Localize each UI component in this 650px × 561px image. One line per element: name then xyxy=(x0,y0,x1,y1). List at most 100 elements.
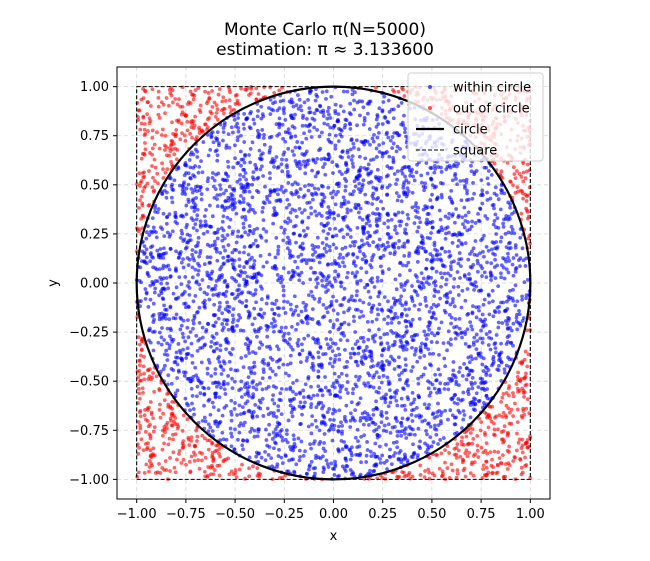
point-within-circle xyxy=(364,221,369,226)
point-within-circle xyxy=(397,429,402,434)
point-within-circle xyxy=(191,407,196,411)
point-within-circle xyxy=(227,225,232,229)
point-within-circle xyxy=(291,381,295,385)
point-out-of-circle xyxy=(231,472,236,477)
point-within-circle xyxy=(393,250,397,254)
point-within-circle xyxy=(284,387,289,392)
point-within-circle xyxy=(339,201,344,206)
point-within-circle xyxy=(287,202,292,207)
point-within-circle xyxy=(440,275,445,280)
point-within-circle xyxy=(334,233,339,238)
point-within-circle xyxy=(264,239,269,243)
point-within-circle xyxy=(329,303,333,308)
point-within-circle xyxy=(457,316,462,321)
point-within-circle xyxy=(190,190,195,195)
point-within-circle xyxy=(353,382,358,387)
point-out-of-circle xyxy=(277,476,282,480)
point-out-of-circle xyxy=(197,131,202,135)
point-out-of-circle xyxy=(203,455,208,460)
point-within-circle xyxy=(348,355,353,360)
point-within-circle xyxy=(376,243,380,248)
point-within-circle xyxy=(501,256,505,260)
point-within-circle xyxy=(286,331,291,336)
point-within-circle xyxy=(361,415,366,420)
point-within-circle xyxy=(358,416,363,420)
point-within-circle xyxy=(361,231,366,236)
point-within-circle xyxy=(238,173,243,177)
point-within-circle xyxy=(207,297,212,302)
point-within-circle xyxy=(213,419,217,424)
point-within-circle xyxy=(197,305,202,310)
point-within-circle xyxy=(290,347,295,352)
point-within-circle xyxy=(290,192,295,197)
point-out-of-circle xyxy=(469,462,474,467)
point-within-circle xyxy=(434,432,439,437)
point-within-circle xyxy=(307,200,312,205)
point-within-circle xyxy=(209,344,213,349)
point-within-circle xyxy=(336,346,341,351)
point-within-circle xyxy=(298,454,302,459)
point-out-of-circle xyxy=(151,446,156,451)
point-within-circle xyxy=(374,389,379,394)
point-within-circle xyxy=(241,200,246,204)
point-within-circle xyxy=(337,181,341,186)
point-within-circle xyxy=(386,213,391,218)
point-out-of-circle xyxy=(514,382,519,386)
point-within-circle xyxy=(276,248,281,253)
point-within-circle xyxy=(313,466,318,470)
point-within-circle xyxy=(274,198,279,203)
point-within-circle xyxy=(224,340,229,345)
point-within-circle xyxy=(241,190,246,194)
point-within-circle xyxy=(268,176,272,181)
point-within-circle xyxy=(225,285,230,289)
point-within-circle xyxy=(395,315,400,320)
point-within-circle xyxy=(325,116,330,121)
point-within-circle xyxy=(452,162,457,167)
point-within-circle xyxy=(229,192,234,197)
point-within-circle xyxy=(338,338,343,342)
point-within-circle xyxy=(237,250,242,255)
point-within-circle xyxy=(404,178,409,183)
point-within-circle xyxy=(214,148,219,153)
point-within-circle xyxy=(313,191,318,195)
point-within-circle xyxy=(193,267,198,272)
point-within-circle xyxy=(164,215,169,220)
point-within-circle xyxy=(334,246,339,250)
point-within-circle xyxy=(194,333,199,338)
point-within-circle xyxy=(190,378,195,382)
point-within-circle xyxy=(415,229,420,234)
point-within-circle xyxy=(309,266,313,270)
point-within-circle xyxy=(233,156,237,161)
point-within-circle xyxy=(406,260,411,265)
point-within-circle xyxy=(183,339,187,344)
point-within-circle xyxy=(476,218,481,223)
point-out-of-circle xyxy=(142,122,147,126)
point-within-circle xyxy=(372,451,377,456)
point-within-circle xyxy=(165,341,170,346)
point-within-circle xyxy=(359,266,364,271)
point-within-circle xyxy=(360,182,365,187)
point-within-circle xyxy=(277,106,282,111)
point-within-circle xyxy=(512,231,517,236)
point-within-circle xyxy=(343,414,347,419)
point-within-circle xyxy=(340,429,344,434)
point-within-circle xyxy=(310,168,314,173)
point-within-circle xyxy=(415,453,420,457)
point-within-circle xyxy=(253,288,258,292)
point-within-circle xyxy=(206,429,211,434)
point-within-circle xyxy=(326,221,330,226)
point-within-circle xyxy=(428,390,433,395)
point-within-circle xyxy=(375,229,379,234)
point-within-circle xyxy=(151,301,156,306)
point-within-circle xyxy=(279,329,283,334)
point-within-circle xyxy=(218,183,222,188)
point-out-of-circle xyxy=(523,464,528,468)
point-within-circle xyxy=(432,294,437,298)
point-within-circle xyxy=(220,311,225,316)
point-within-circle xyxy=(325,342,330,347)
point-within-circle xyxy=(165,353,170,357)
point-within-circle xyxy=(327,407,332,411)
point-within-circle xyxy=(195,207,200,212)
point-within-circle xyxy=(255,334,259,339)
point-within-circle xyxy=(525,278,530,282)
